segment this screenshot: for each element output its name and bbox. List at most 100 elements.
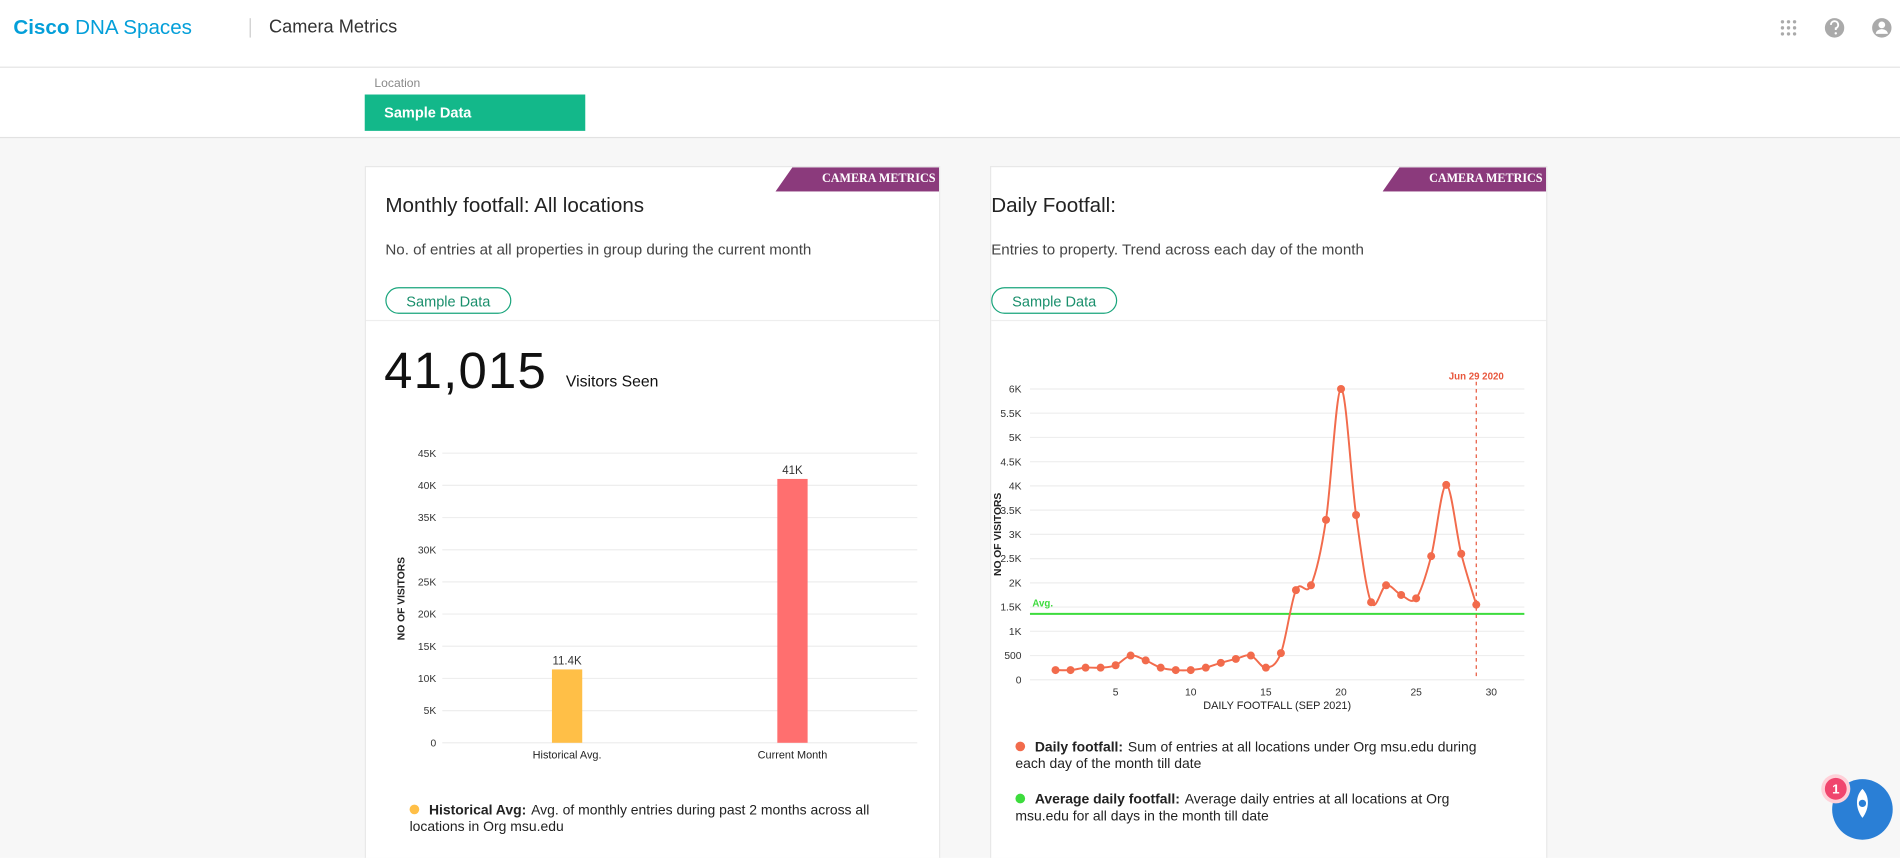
header-icons [1780,18,1892,38]
location-select[interactable]: Sample Data [364,94,586,131]
point [1291,586,1300,595]
point [1186,666,1195,675]
legend-name: Average daily footfall: [1034,792,1180,808]
point [1276,649,1285,658]
x-tick-label: Current Month [758,750,828,762]
point [1171,666,1180,675]
card-subtitle: Entries to property. Trend across each d… [991,241,1364,259]
header: Cisco DNA Spaces Camera Metrics [0,0,1900,68]
card-title: Daily Footfall: [991,193,1116,217]
notification-count: 1 [1832,782,1840,797]
marker-label: Jun 29 2020 [1449,371,1504,382]
y-tick-label: 20K [418,610,436,621]
x-tick-label: 30 [1486,688,1498,699]
x-tick-label: 10 [1185,688,1197,699]
value-label: 11.4K [552,656,582,668]
location-label: Location [374,77,421,91]
legend-text: Sum of entries at all locations under Or… [1015,740,1477,772]
bar [551,669,583,743]
point [1051,666,1060,675]
y-tick-label: 25K [418,578,436,589]
point [1081,663,1090,672]
legend-text: Average daily entries at all locations a… [1015,792,1450,824]
point [1141,656,1150,665]
y-tick-label: 10K [418,674,436,685]
point [1231,654,1240,663]
card-subtitle: No. of entries at all properties in grou… [385,241,812,259]
x-axis-label: DAILY FOOTFALL (SEP 2021) [1203,700,1351,712]
point [1246,651,1255,660]
divider [365,319,940,322]
point [1457,549,1466,558]
page-title: Camera Metrics [269,16,398,38]
legend-name: Historical Avg: [428,803,527,818]
y-tick-label: 4.5K [1000,457,1021,468]
y-tick-label: 500 [1004,651,1021,662]
y-tick-label: 5K [1009,433,1022,444]
badge: CAMERA METRICS [1382,167,1547,192]
badge-dot [1824,777,1847,800]
y-tick-label: 0 [431,738,437,749]
legend-item: Average daily footfall: Average daily ent… [1015,791,1500,825]
x-tick-label: 25 [1410,688,1422,699]
point [1066,666,1075,675]
x-tick-label: 15 [1260,688,1272,699]
point [1322,515,1330,524]
brand[interactable]: Cisco DNA Spaces [13,16,192,40]
point [1337,384,1346,393]
line [1055,387,1478,672]
x-tick-label: 20 [1335,688,1347,699]
legend-item: Historical Avg: Avg. of monthly entries d… [409,802,895,836]
tag[interactable]: Sample Data [385,287,512,314]
point [1306,581,1315,590]
y-tick-label: 30K [418,545,436,556]
brand-name: DNA Spaces [75,15,192,39]
location-bar: Location Sample Data [0,67,1900,139]
point [1442,480,1451,489]
point [1261,663,1270,672]
badge: CAMERA METRICS [775,167,940,192]
y-tick-label: 2.5K [1000,554,1021,565]
tag[interactable]: Sample Data [991,287,1118,314]
point [1352,510,1361,519]
point [1156,663,1165,672]
y-axis-label: NO OF VISITORS [397,557,408,640]
rocket-window [1858,799,1867,808]
point [1126,651,1135,660]
y-tick-label: 3K [1009,530,1022,541]
big-number: 41,015 [384,341,548,399]
x-tick-label: Historical Avg. [533,750,602,762]
legend-dot [1015,793,1026,804]
big-number-label: Visitors Seen [565,372,659,391]
point [1382,581,1391,590]
assistant[interactable]: 1 [1812,769,1900,857]
y-tick-label: 2K [1009,578,1022,589]
divider [991,319,1547,322]
help-icon[interactable] [1824,18,1845,38]
user-icon[interactable] [1872,18,1892,38]
point [1412,594,1421,603]
apps-icon[interactable] [1780,20,1797,36]
legend-dot [409,804,420,815]
card-title: Monthly footfall: All locations [385,193,645,217]
legend-text: Avg. of monthly entries during past 2 mo… [409,803,870,835]
point [1111,661,1120,670]
y-tick-label: 0 [1016,675,1022,686]
y-tick-label: 40K [418,481,436,492]
y-tick-label: 45K [418,449,436,460]
y-tick-label: 6K [1009,385,1022,396]
point [1397,590,1406,599]
y-tick-label: 1K [1009,627,1022,638]
legend-item: Daily footfall: Sum of entries at all loc… [1015,739,1500,773]
y-tick-label: 1.5K [1000,603,1021,614]
point [1472,600,1481,609]
legend-dot [1015,741,1026,752]
bar [777,478,808,743]
point [1201,663,1210,672]
value-label: 41K [782,465,803,477]
x-tick-label: 5 [1113,688,1119,699]
y-tick-label: 35K [418,513,436,524]
